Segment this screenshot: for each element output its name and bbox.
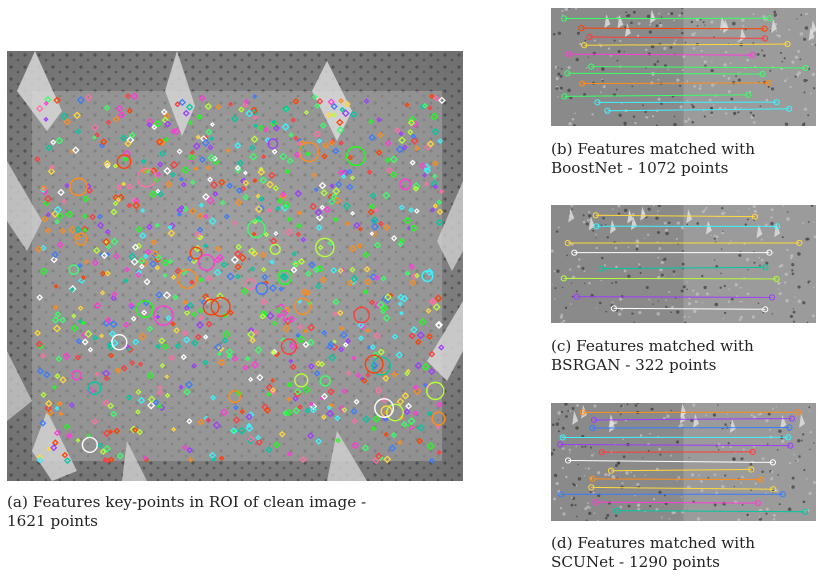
scunet-match-image bbox=[551, 403, 816, 521]
boostnet-caption-line1: (b) Features matched with bbox=[551, 140, 756, 158]
scunet-match-svg bbox=[551, 403, 816, 521]
bsrgan-caption-line1: (c) Features matched with bbox=[551, 337, 754, 355]
boostnet-caption: (b) Features matched with BoostNet - 107… bbox=[551, 140, 816, 178]
bsrgan-match-svg bbox=[551, 205, 816, 323]
scunet-caption-line2: SCUNet - 1290 points bbox=[551, 553, 720, 571]
boostnet-caption-line2: BoostNet - 1072 points bbox=[551, 159, 729, 177]
scunet-caption: (d) Features matched with SCUNet - 1290 … bbox=[551, 534, 816, 572]
boostnet-match-image bbox=[551, 8, 816, 126]
bsrgan-caption-line2: BSRGAN - 322 points bbox=[551, 356, 717, 374]
keypoints-image bbox=[7, 51, 463, 481]
main-panel-caption-line1: (a) Features key-points in ROI of clean … bbox=[7, 493, 367, 511]
bsrgan-match-image bbox=[551, 205, 816, 323]
bsrgan-caption: (c) Features matched with BSRGAN - 322 p… bbox=[551, 337, 816, 375]
main-panel-caption-line2: 1621 points bbox=[7, 512, 98, 530]
boostnet-match-svg bbox=[551, 8, 816, 126]
scunet-caption-line1: (d) Features matched with bbox=[551, 534, 756, 552]
main-panel-caption: (a) Features key-points in ROI of clean … bbox=[7, 493, 481, 531]
keypoints-image-svg bbox=[7, 51, 463, 481]
